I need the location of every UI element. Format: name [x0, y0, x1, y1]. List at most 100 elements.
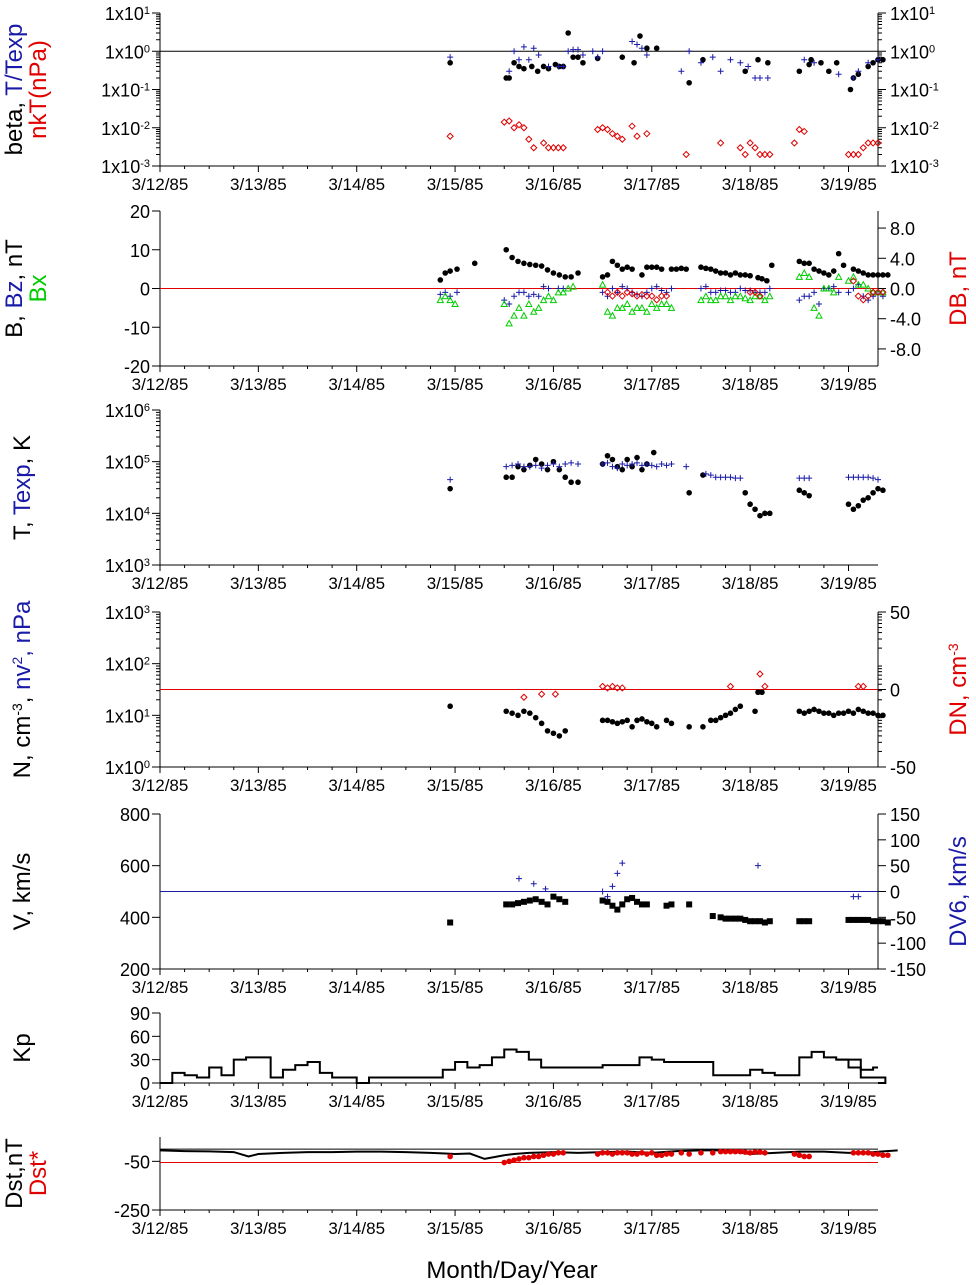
x-tick-label: 3/16/85	[525, 375, 582, 394]
data-point	[668, 461, 675, 468]
data-point	[865, 63, 871, 70]
data-point	[648, 1150, 655, 1156]
data-point	[447, 485, 453, 492]
data-point	[580, 59, 586, 66]
data-point	[854, 682, 863, 691]
data-point	[638, 303, 646, 311]
data-point	[527, 710, 533, 716]
data-point	[849, 150, 858, 159]
data-point	[509, 462, 516, 469]
data-point	[795, 272, 804, 280]
y-tick-label: 1x100	[105, 42, 150, 62]
data-point	[544, 462, 551, 469]
data-point	[860, 497, 867, 503]
data-point	[511, 59, 517, 66]
data-point	[737, 703, 744, 710]
data-point	[446, 296, 454, 304]
data-point	[525, 56, 532, 63]
data-point	[501, 1159, 508, 1166]
data-point	[644, 264, 650, 270]
data-point	[653, 45, 660, 52]
data-point	[884, 919, 891, 926]
data-point	[447, 1153, 453, 1160]
y-axis-label: beta, T/Texp	[1, 24, 28, 156]
data-point	[751, 288, 759, 296]
data-point	[865, 710, 871, 716]
data-point	[840, 262, 847, 269]
data-point	[673, 266, 680, 272]
data-point	[765, 59, 771, 66]
data-point	[643, 129, 651, 138]
x-tick-label: 3/15/85	[427, 175, 484, 194]
x-tick-label: 3/15/85	[427, 978, 484, 997]
data-point	[565, 48, 572, 55]
data-point	[855, 916, 862, 923]
x-tick-label: 3/18/85	[722, 978, 779, 997]
data-point	[653, 463, 660, 470]
data-point	[756, 918, 763, 925]
data-point	[727, 710, 734, 716]
x-tick-label: 3/16/85	[525, 175, 582, 194]
data-point	[619, 1150, 626, 1156]
data-point	[614, 870, 621, 877]
data-point	[845, 916, 852, 923]
x-tick-label: 3/19/85	[820, 175, 877, 194]
y-axis-label: nkT(nPa)	[25, 40, 52, 139]
data-point	[731, 292, 740, 300]
data-point	[766, 918, 773, 925]
data-point	[746, 288, 754, 296]
data-point	[526, 897, 533, 904]
data-point	[700, 56, 706, 63]
data-point	[855, 706, 862, 713]
x-tick-label: 3/18/85	[722, 1219, 779, 1238]
y-tick-label: -50	[124, 1152, 150, 1172]
data-point	[447, 703, 453, 710]
data-point	[594, 1151, 601, 1157]
data-point	[624, 264, 630, 270]
data-point	[709, 913, 716, 920]
data-point	[503, 474, 510, 481]
y2-tick-label: 0.0	[890, 280, 915, 300]
data-point	[875, 712, 881, 719]
data-point	[880, 1152, 886, 1159]
y-axis-label: B, Bz, nT	[1, 239, 28, 338]
data-point	[643, 307, 651, 315]
data-point	[520, 311, 528, 319]
data-point	[864, 292, 872, 300]
y-axis-label: Dst,nT	[1, 1138, 28, 1209]
data-point	[805, 272, 813, 280]
data-point	[860, 708, 867, 715]
data-point	[766, 150, 774, 159]
data-point	[865, 1150, 871, 1156]
data-point	[539, 139, 548, 147]
x-tick-label: 3/18/85	[722, 1092, 779, 1111]
data-point	[569, 282, 577, 290]
y-tick-label: 1x101	[105, 4, 150, 24]
x-tick-label: 3/19/85	[820, 978, 877, 997]
data-point	[795, 125, 804, 134]
x-tick-label: 3/16/85	[525, 574, 582, 593]
data-point	[570, 54, 576, 60]
y-tick-label: 1x103	[105, 556, 150, 576]
data-point	[879, 288, 887, 296]
data-point	[648, 285, 655, 292]
y2-tick-label: -50	[890, 758, 916, 778]
data-point	[741, 150, 749, 159]
x-tick-label: 3/16/85	[525, 1092, 582, 1111]
x-tick-label: 3/16/85	[525, 1219, 582, 1238]
data-point	[811, 59, 818, 66]
data-point	[707, 472, 714, 479]
data-point	[759, 689, 765, 696]
data-point	[742, 1149, 749, 1155]
data-point	[806, 708, 812, 715]
data-point	[712, 289, 719, 296]
x-tick-label: 3/17/85	[623, 978, 680, 997]
data-point	[722, 1148, 729, 1155]
data-point	[826, 710, 832, 716]
data-point	[437, 277, 444, 283]
data-point	[800, 268, 809, 276]
data-point	[742, 489, 749, 496]
data-point	[516, 875, 522, 882]
data-point	[747, 501, 753, 508]
